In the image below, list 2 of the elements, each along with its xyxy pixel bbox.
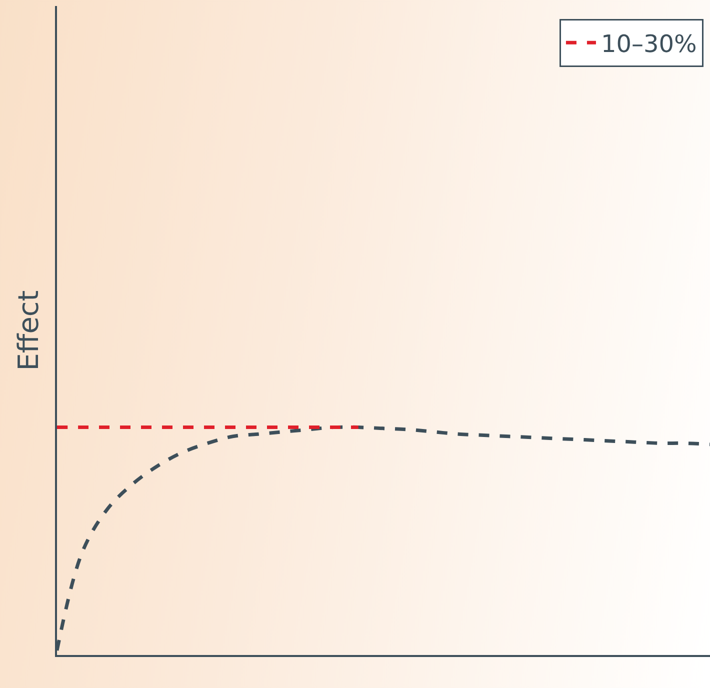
y-axis-title: Effect (12, 290, 46, 371)
legend-label: 10–30% (600, 30, 697, 58)
